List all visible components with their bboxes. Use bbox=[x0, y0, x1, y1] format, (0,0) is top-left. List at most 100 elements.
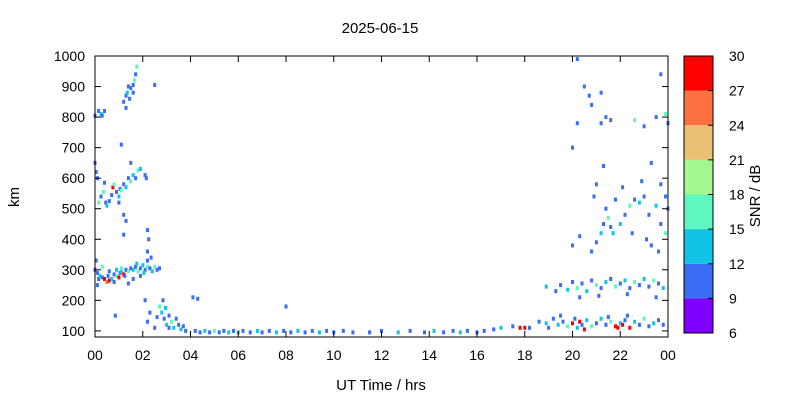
data-point bbox=[657, 281, 660, 286]
data-point bbox=[284, 304, 288, 309]
x-tick-label: 14 bbox=[421, 347, 437, 363]
data-point bbox=[325, 328, 329, 333]
data-point bbox=[380, 328, 383, 333]
data-point bbox=[97, 200, 101, 205]
colorbar-swatch bbox=[684, 229, 713, 264]
data-point bbox=[599, 121, 603, 126]
data-point bbox=[571, 321, 574, 326]
data-point bbox=[143, 267, 147, 272]
data-point bbox=[122, 212, 126, 217]
data-point bbox=[136, 269, 140, 274]
y-tick-label: 200 bbox=[62, 292, 86, 308]
data-point bbox=[637, 322, 641, 327]
data-point bbox=[575, 325, 579, 330]
data-point bbox=[458, 330, 462, 335]
data-point bbox=[142, 270, 146, 275]
data-point bbox=[623, 278, 627, 283]
x-tick-label: 10 bbox=[326, 347, 342, 363]
data-point bbox=[101, 189, 105, 194]
data-point bbox=[105, 280, 109, 284]
data-point bbox=[177, 322, 181, 327]
data-point bbox=[129, 179, 133, 184]
data-point bbox=[98, 273, 102, 278]
data-point bbox=[654, 115, 658, 120]
data-point bbox=[95, 283, 99, 288]
data-point bbox=[647, 324, 651, 329]
y-tick-label: 1000 bbox=[54, 48, 85, 64]
data-point bbox=[599, 286, 603, 291]
data-point bbox=[117, 275, 121, 280]
data-point bbox=[594, 240, 598, 245]
data-point bbox=[260, 330, 264, 335]
data-point bbox=[174, 316, 178, 321]
data-point bbox=[625, 313, 629, 318]
data-point bbox=[575, 57, 579, 62]
data-point bbox=[659, 222, 663, 226]
y-tick-label: 800 bbox=[62, 109, 86, 125]
data-point bbox=[115, 189, 118, 194]
data-point bbox=[106, 273, 110, 278]
data-point bbox=[153, 83, 157, 87]
data-point bbox=[97, 277, 101, 281]
data-point bbox=[212, 328, 216, 333]
data-point bbox=[633, 197, 637, 202]
data-point bbox=[147, 237, 151, 242]
data-point bbox=[155, 315, 159, 320]
data-point bbox=[623, 318, 627, 323]
x-tick-label: 00 bbox=[660, 347, 676, 363]
data-point bbox=[594, 321, 598, 326]
data-point bbox=[585, 289, 589, 294]
data-point bbox=[618, 222, 622, 226]
data-point bbox=[128, 96, 132, 101]
data-point bbox=[181, 324, 185, 329]
colorbar-swatch bbox=[684, 90, 713, 126]
colorbar-label: SNR / dB bbox=[747, 165, 764, 228]
data-point bbox=[597, 293, 601, 298]
data-point bbox=[604, 206, 608, 211]
x-axis-ticks: 00 02 04 06 08 10 12 14 16 18 20 22 00 bbox=[87, 56, 676, 363]
data-point bbox=[94, 170, 98, 175]
data-point bbox=[465, 328, 469, 333]
data-point bbox=[587, 93, 591, 98]
data-point bbox=[654, 203, 658, 208]
data-point bbox=[107, 269, 111, 274]
x-tick-label: 16 bbox=[469, 347, 485, 363]
data-point bbox=[94, 258, 98, 263]
x-tick-label: 02 bbox=[135, 347, 151, 363]
data-point bbox=[122, 99, 126, 104]
data-point bbox=[642, 194, 646, 199]
data-point bbox=[580, 281, 584, 286]
y-tick-label: 400 bbox=[62, 231, 86, 247]
data-point bbox=[143, 298, 147, 303]
data-point bbox=[162, 316, 166, 321]
y-axis-ticks: 100 200 300 400 500 600 700 800 900 1000 bbox=[54, 48, 668, 339]
data-point bbox=[606, 315, 610, 320]
data-point bbox=[351, 330, 355, 335]
data-point bbox=[165, 322, 169, 327]
y-tick-label: 500 bbox=[62, 201, 86, 217]
data-point bbox=[594, 283, 598, 288]
data-point bbox=[131, 267, 135, 272]
data-point bbox=[134, 176, 138, 181]
data-point bbox=[203, 328, 207, 333]
data-point bbox=[217, 330, 221, 335]
data-point bbox=[303, 330, 307, 335]
data-point bbox=[112, 182, 116, 187]
data-point bbox=[141, 263, 145, 268]
data-point bbox=[161, 298, 165, 303]
data-point bbox=[196, 296, 200, 301]
data-point bbox=[134, 264, 138, 269]
data-point bbox=[146, 264, 149, 269]
data-point bbox=[637, 200, 641, 205]
data-point bbox=[138, 273, 142, 278]
data-point bbox=[160, 310, 164, 315]
data-point bbox=[659, 182, 663, 187]
data-point bbox=[119, 142, 123, 147]
colorbar-tick-label: 24 bbox=[729, 117, 745, 133]
data-point bbox=[103, 109, 106, 113]
data-point bbox=[153, 325, 157, 330]
data-point bbox=[97, 109, 101, 113]
data-point bbox=[492, 327, 496, 332]
colorbar-swatch bbox=[684, 194, 713, 230]
